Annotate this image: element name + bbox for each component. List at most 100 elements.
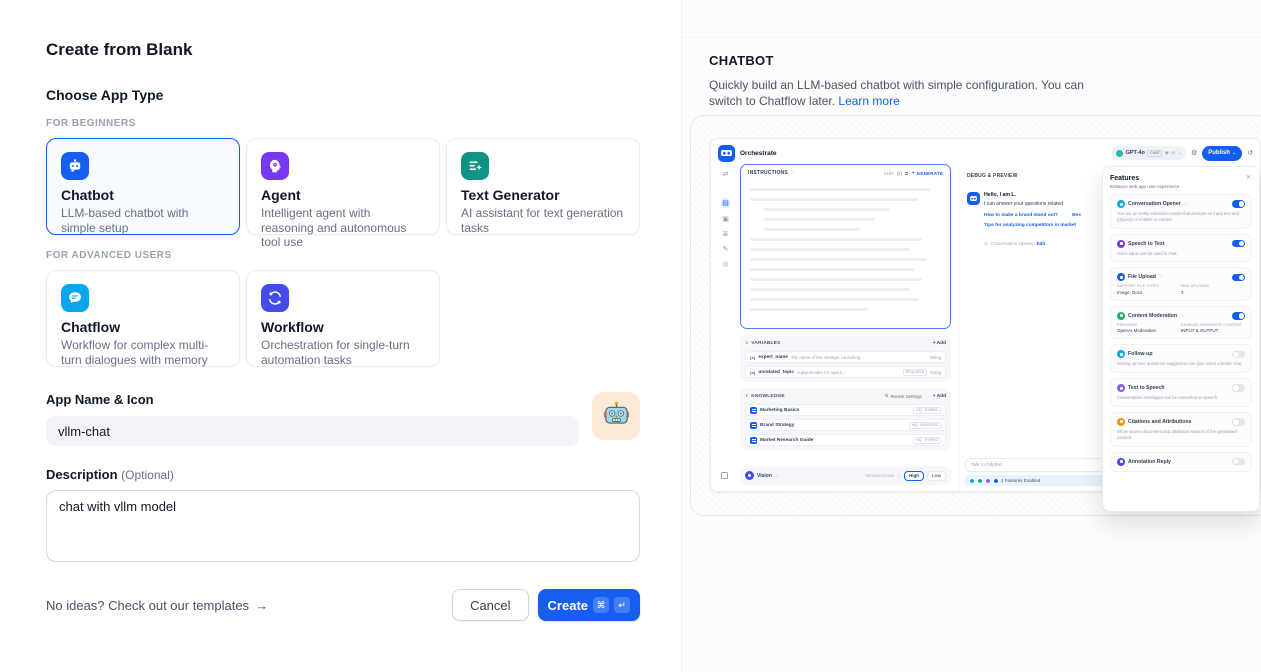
rail-swap-icon: ⇄ <box>722 171 729 178</box>
modal-footer: No ideas? Check out our templates → Canc… <box>46 589 640 621</box>
preview-left-rail: ⇄ ▤ ▣ ≣ ✎ ◎ <box>711 167 740 491</box>
model-mode-tag: CHAT <box>1147 149 1163 157</box>
arrow-right-icon: → <box>255 597 269 613</box>
model-provider-icon <box>1116 149 1124 157</box>
feature-item-citations: Citations and Attributions Show source d… <box>1110 411 1252 447</box>
preview-illustration: Orchestrate GPT-4o CHAT ◉ ◎ ⌄ ⚙ Publish <box>690 115 1261 516</box>
model-settings-icon: ⚙ <box>1190 150 1198 157</box>
bot-avatar <box>967 192 980 205</box>
card-description: Workflow for complex multi-turn dialogue… <box>61 338 209 367</box>
variable-row: {x} unrelated_topic A placeholder for to… <box>745 366 946 378</box>
temperature-icon: ◉ <box>1164 150 1169 155</box>
folder-icon <box>1117 273 1125 282</box>
feature-col-value: INPUT & OUTPUT <box>1181 328 1219 334</box>
feature-desc: Setting up next questions suggestion can… <box>1117 361 1243 367</box>
app-type-card-agent[interactable]: Agent Intelligent agent with reasoning a… <box>246 138 440 249</box>
page-title: Create from Blank <box>46 40 193 59</box>
preview-app-logo <box>718 144 735 162</box>
required-badge: REQUIRED <box>903 368 927 376</box>
create-from-blank-panel: Create from Blank Choose App Type FOR BE… <box>46 40 640 621</box>
footer-buttons: Cancel Create ⌘ ↵ <box>452 589 640 621</box>
add-knowledge-button: + Add <box>932 393 946 399</box>
debug-preview-title: DEBUG & PREVIEW <box>967 173 1018 179</box>
card-description: Intelligent agent with reasoning and aut… <box>261 206 407 249</box>
enter-key-icon: ↵ <box>614 597 630 613</box>
robot-emoji-icon <box>603 400 630 432</box>
app-name-input[interactable] <box>46 416 579 446</box>
learn-more-link[interactable]: Learn more <box>838 94 900 108</box>
chatbot-icon <box>61 152 89 180</box>
for-advanced-users-label: FOR ADVANCED USERS <box>46 250 172 261</box>
char-count: 2182 <box>883 170 894 176</box>
close-icon: ✕ <box>1245 175 1251 181</box>
variables-title: VARIABLES <box>751 340 781 346</box>
variable-desc: The name of the strategic consulting... <box>790 354 864 360</box>
model-selector: GPT-4o CHAT ◉ ◎ ⌄ <box>1112 146 1186 160</box>
app-type-card-text-generator[interactable]: Text Generator AI assistant for text gen… <box>446 138 640 235</box>
preview-header: CHATBOT Quickly build an LLM-based chatb… <box>682 38 1261 109</box>
create-button-label: Create <box>547 597 588 613</box>
model-name: GPT-4o <box>1125 150 1145 156</box>
feature-name: Text to Speech <box>1128 385 1165 392</box>
feature-item-content-moderation: Content Moderation ⓘ PROVIDER OpenAI Mod… <box>1110 305 1252 340</box>
info-icon: ⓘ <box>1180 312 1184 318</box>
file-upload-dot-icon <box>993 477 999 484</box>
description-textarea[interactable]: chat with vllm model <box>46 490 640 562</box>
info-icon: ⓘ <box>790 170 795 175</box>
bot-greeting-message: Hello, I am L. I can answer your questio… <box>967 192 1260 247</box>
feature-toggle <box>1232 418 1245 426</box>
create-button[interactable]: Create ⌘ ↵ <box>537 589 640 621</box>
app-type-card-chatbot[interactable]: Chatbot LLM-based chatbot with simple se… <box>46 138 240 235</box>
card-description: AI assistant for text generation tasks <box>461 206 624 235</box>
sparkle-icon: ✦ <box>911 170 916 175</box>
card-title: Workflow <box>261 319 324 335</box>
variable-braces-icon: {x} <box>750 369 756 375</box>
for-beginners-label: FOR BEGINNERS <box>46 118 136 129</box>
collapse-icon: ∨ <box>745 339 749 345</box>
feature-desc: Show source document and attributed sect… <box>1117 428 1237 440</box>
feature-toggle <box>1232 384 1245 392</box>
app-type-card-chatflow[interactable]: Chatflow Workflow for complex multi-turn… <box>46 270 240 367</box>
templates-link-label: No ideas? Check out our templates <box>46 597 250 613</box>
knowledge-header: ∨ KNOWLEDGE ⇅ Rerank Settings + Add <box>745 391 946 401</box>
feature-item-conversation-opener: Conversation Opener ⓘ You are an entity … <box>1110 194 1252 229</box>
vision-eye-icon <box>745 471 754 480</box>
generate-label: GENERATE <box>916 170 943 176</box>
document-icon <box>750 436 757 444</box>
preview-features-panel: Features ✕ Enhance web app user experien… <box>1102 166 1260 512</box>
knowledge-name: Market Research Guide <box>760 437 814 443</box>
info-icon: ⓘ <box>1183 201 1188 206</box>
instructions-header: INSTRUCTIONS ⓘ 2182 {x} ⧉ ✦ GENERATE <box>741 165 950 178</box>
rail-collapse-icon <box>721 472 728 479</box>
resolution-label: RESOLUTION <box>865 473 894 478</box>
info-icon: ⓘ <box>897 472 901 478</box>
description-label-row: Description (Optional) <box>46 467 640 482</box>
cancel-button[interactable]: Cancel <box>452 589 529 621</box>
feature-toggle <box>1232 312 1245 320</box>
variables-braces-icon: {x} <box>896 170 903 176</box>
templates-link[interactable]: No ideas? Check out our templates → <box>46 598 268 613</box>
app-name-label: App Name & Icon <box>46 392 154 407</box>
cmd-key-icon: ⌘ <box>593 597 609 613</box>
features-enabled-label: 4 Features Enabled <box>1001 478 1041 483</box>
feature-toggle <box>1232 350 1245 359</box>
choose-app-type-label: Choose App Type <box>46 87 164 103</box>
microphone-icon <box>1117 239 1125 248</box>
text-generator-icon <box>461 152 489 180</box>
feature-name: Speech to Text <box>1128 240 1165 247</box>
chevron-down-icon: ⌄ <box>1231 149 1237 156</box>
app-type-card-workflow[interactable]: Workflow Orchestration for single-turn a… <box>246 270 440 367</box>
knowledge-tag: HQ · HYBRID <box>913 436 941 444</box>
publish-button: Publish ⌄ <box>1202 145 1243 161</box>
collapse-icon: ∨ <box>745 392 749 398</box>
app-name-row: App Name & Icon <box>46 392 640 446</box>
feature-col-label: ENABLED MODERATE CONTENT <box>1181 322 1243 327</box>
resolution-high-button: High <box>904 470 924 481</box>
suggestion-link: Tips for analyzing competitors in market <box>984 222 1077 228</box>
app-icon-picker[interactable] <box>592 392 640 440</box>
publish-label: Publish <box>1208 150 1230 156</box>
variable-braces-icon: {x} <box>750 354 756 360</box>
app-type-preview-panel: CHATBOT Quickly build an LLM-based chatb… <box>681 0 1261 672</box>
knowledge-row: Brand Strategy HQ · INVERTED <box>745 419 946 431</box>
